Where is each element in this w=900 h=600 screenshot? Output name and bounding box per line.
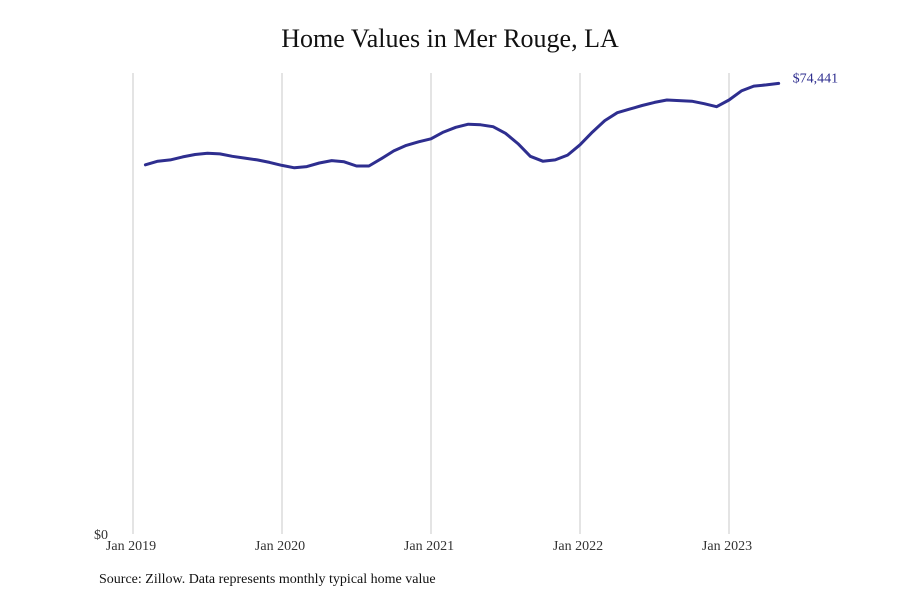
gridlines [132, 73, 730, 534]
y-axis-zero-label: $0 [94, 528, 108, 543]
x-axis-ticks: Jan 2019 Jan 2020 Jan 2021 Jan 2022 Jan 2023 [106, 539, 752, 554]
x-tick-label: Jan 2020 [255, 539, 305, 554]
x-tick-label: Jan 2023 [702, 539, 752, 554]
x-tick-label: Jan 2022 [553, 539, 603, 554]
x-tick-label: Jan 2019 [106, 539, 156, 554]
chart-title: Home Values in Mer Rouge, LA [281, 24, 619, 53]
x-tick-label: Jan 2021 [404, 539, 454, 554]
home-value-series-line [143, 81, 781, 170]
source-note: Source: Zillow. Data represents monthly … [99, 572, 436, 587]
latest-value-label: $74,441 [793, 71, 839, 86]
